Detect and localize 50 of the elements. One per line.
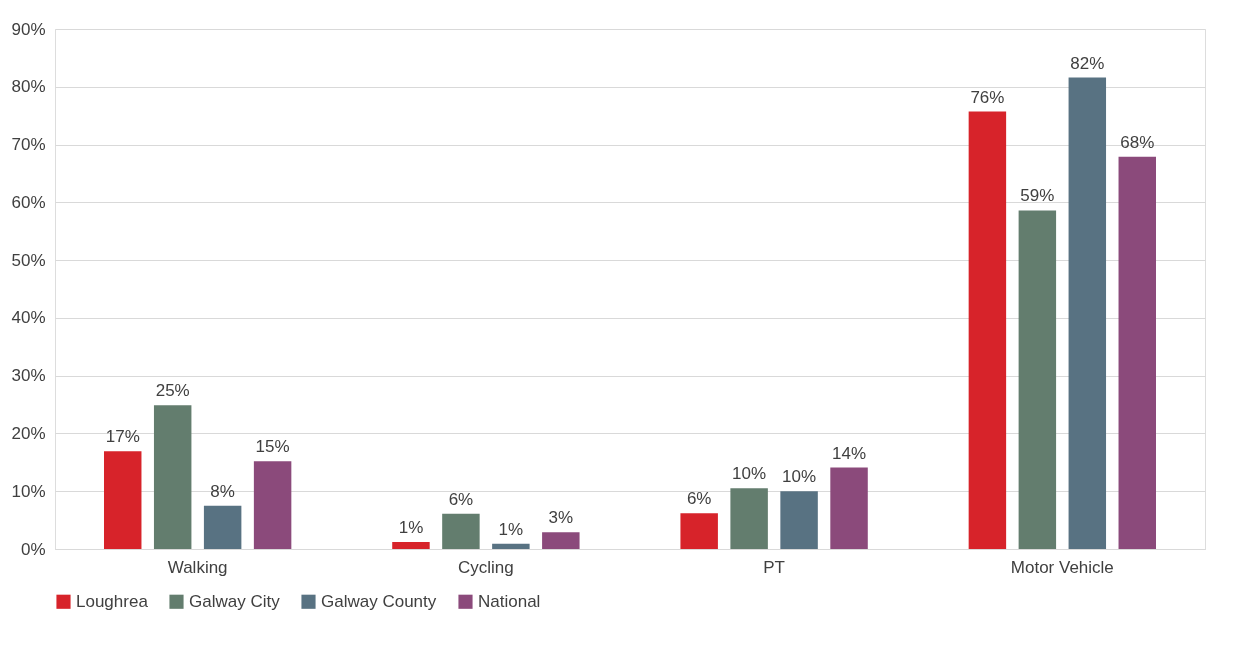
y-tick-label: 40% xyxy=(11,308,46,328)
data-label: 1% xyxy=(498,519,524,539)
bar xyxy=(104,451,142,549)
bar xyxy=(1118,156,1156,549)
y-tick-label: 70% xyxy=(11,135,46,155)
y-tick-label: 90% xyxy=(11,19,46,39)
data-label: 76% xyxy=(970,87,1005,107)
data-label: 25% xyxy=(155,381,190,401)
data-label: 10% xyxy=(782,467,817,487)
bar xyxy=(203,505,242,549)
data-label: 6% xyxy=(686,489,712,509)
bar xyxy=(492,543,530,549)
legend-label: Galway County xyxy=(321,591,437,611)
legend-label: Loughrea xyxy=(76,591,149,611)
x-tick-label: Walking xyxy=(167,557,228,577)
bar xyxy=(968,111,1007,549)
legend-label: National xyxy=(478,591,541,611)
y-tick-label: 30% xyxy=(11,366,46,386)
bar xyxy=(392,542,430,549)
y-tick-label: 0% xyxy=(20,539,46,559)
data-label: 17% xyxy=(105,427,140,447)
bar xyxy=(1018,210,1057,549)
x-tick-label: PT xyxy=(763,557,785,577)
data-label: 68% xyxy=(1120,132,1155,152)
data-label: 6% xyxy=(448,489,474,509)
y-tick-label: 10% xyxy=(11,481,46,501)
y-tick-label: 60% xyxy=(11,192,46,212)
data-label: 3% xyxy=(548,508,574,528)
y-tick-label: 20% xyxy=(11,423,46,443)
data-label: 15% xyxy=(255,437,290,457)
bar xyxy=(730,488,768,549)
bar xyxy=(830,467,868,549)
x-tick-label: Motor Vehicle xyxy=(1010,557,1114,577)
bar xyxy=(1068,77,1107,549)
data-label: 10% xyxy=(732,464,767,484)
x-tick-label: Cycling xyxy=(458,557,514,577)
bar xyxy=(542,532,580,549)
bar xyxy=(680,513,718,549)
data-label: 1% xyxy=(398,518,424,538)
y-tick-label: 50% xyxy=(11,250,46,270)
data-label: 8% xyxy=(210,481,235,501)
bar xyxy=(442,513,480,549)
y-tick-label: 80% xyxy=(11,77,46,97)
bar xyxy=(780,491,818,549)
bar xyxy=(153,405,192,549)
data-label: 59% xyxy=(1020,186,1055,206)
data-label: 82% xyxy=(1070,53,1105,73)
bar xyxy=(253,461,292,549)
legend-label: Galway City xyxy=(189,591,281,611)
data-label: 14% xyxy=(832,443,867,463)
